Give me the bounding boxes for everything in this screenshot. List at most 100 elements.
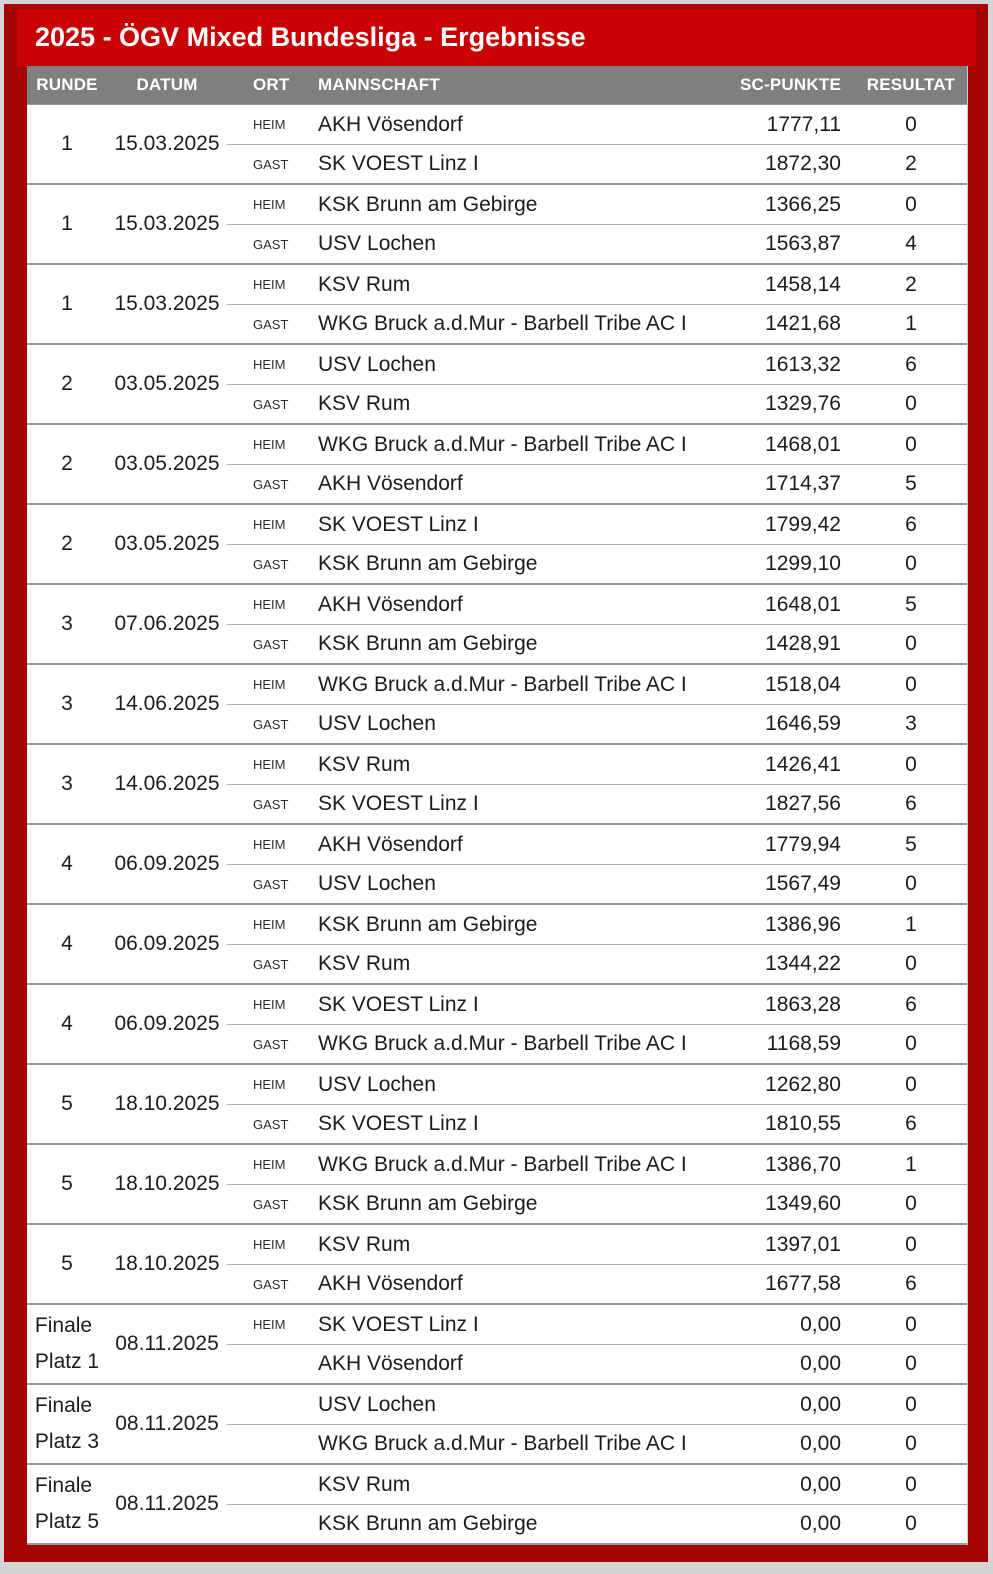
ort-label: GAST — [227, 864, 313, 903]
date-cell: 06.09.2025 — [114, 932, 220, 955]
result-value: 0 — [855, 384, 967, 423]
table-header-row: RUNDE DATUM ORT MANNSCHAFT SC-PUNKTE RES… — [27, 66, 967, 104]
team-name: AKH Vösendorf — [313, 464, 707, 503]
result-value: 6 — [905, 512, 917, 536]
match-row-group: 2 03.05.2025 HEIM WKG Bruck a.d.Mur - Barbe… — [27, 425, 967, 505]
round-cell: 5 — [27, 1225, 107, 1303]
team-name: USV Lochen — [313, 224, 707, 263]
ort-label — [227, 1504, 313, 1543]
sc-points: 0,00 — [707, 1424, 855, 1463]
round-cell: Finale Platz 5 — [27, 1465, 107, 1543]
sc-points: 1648,01 — [765, 592, 841, 616]
team-name: WKG Bruck a.d.Mur - Barbell Tribe AC I — [313, 1024, 707, 1063]
result-value: 0 — [855, 1344, 967, 1383]
team-name: KSV Rum — [318, 272, 411, 296]
sc-points: 1863,28 — [765, 992, 841, 1016]
match-row-group: 3 07.06.2025 HEIM AKH Vösendorf 1648,01 5 GAST… — [27, 585, 967, 665]
ort-label: HEIM — [253, 1157, 286, 1172]
result-value: 0 — [905, 192, 917, 216]
result-value: 0 — [905, 1072, 917, 1096]
ort-label — [227, 1424, 313, 1463]
ort-label: HEIM — [253, 357, 286, 372]
match-row-group: 5 18.10.2025 HEIM USV Lochen 1262,80 0 GAST SK … — [27, 1065, 967, 1145]
result-value: 0 — [905, 1472, 917, 1496]
match-row-group: 1 15.03.2025 HEIM KSV Rum 1458,14 2 GAST WKG Br… — [27, 265, 967, 345]
round-label: Finale Platz 1 — [34, 1314, 100, 1373]
team-name: USV Lochen — [313, 864, 707, 903]
result-value: 6 — [855, 1104, 967, 1143]
round-label: 5 — [61, 1172, 73, 1195]
result-value: 4 — [855, 224, 967, 263]
team-name: WKG Bruck a.d.Mur - Barbell Tribe AC I — [313, 1424, 707, 1463]
result-value: 0 — [905, 1392, 917, 1416]
sc-points: 1872,30 — [707, 144, 855, 183]
date-cell: 06.09.2025 — [114, 852, 220, 875]
result-value: 0 — [855, 944, 967, 983]
result-value: 0 — [905, 752, 917, 776]
team-name: AKH Vösendorf — [313, 1264, 707, 1303]
page-title: 2025 - ÖGV Mixed Bundesliga - Ergebnisse — [17, 9, 976, 66]
sc-points: 1646,59 — [707, 704, 855, 743]
ort-label: HEIM — [253, 1077, 286, 1092]
round-cell: 3 — [27, 585, 107, 663]
date-cell: 15.03.2025 — [114, 132, 220, 155]
ort-label: GAST — [227, 1024, 313, 1063]
sc-points: 1468,01 — [765, 432, 841, 456]
match-row-group: Finale Platz 5 08.11.2025 KSV Rum 0,00 0 KSK B… — [27, 1465, 967, 1545]
result-value: 6 — [905, 352, 917, 376]
team-name: KSV Rum — [318, 1232, 411, 1256]
ort-label: HEIM — [253, 517, 286, 532]
match-row-group: 3 14.06.2025 HEIM WKG Bruck a.d.Mur - Barbe… — [27, 665, 967, 745]
round-label: 3 — [61, 612, 73, 635]
result-value: 0 — [905, 1312, 917, 1336]
round-label: 4 — [61, 1012, 73, 1035]
team-name: SK VOEST Linz I — [313, 144, 707, 183]
date-cell: 14.06.2025 — [114, 772, 220, 795]
result-value: 5 — [855, 464, 967, 503]
date-cell: 03.05.2025 — [114, 372, 220, 395]
match-row-group: 3 14.06.2025 HEIM KSV Rum 1426,41 0 GAST SK VOE… — [27, 745, 967, 825]
column-header-runde: RUNDE — [36, 75, 98, 94]
result-value: 0 — [905, 672, 917, 696]
date-cell: 18.10.2025 — [114, 1252, 220, 1275]
team-name: KSK Brunn am Gebirge — [318, 912, 538, 936]
result-value: 5 — [905, 592, 917, 616]
ort-label: HEIM — [253, 437, 286, 452]
sc-points: 1349,60 — [707, 1184, 855, 1223]
match-row-group: 1 15.03.2025 HEIM KSK Brunn am Gebirge 1366,… — [27, 185, 967, 265]
round-label: 2 — [61, 452, 73, 475]
sc-points: 1428,91 — [707, 624, 855, 663]
team-name: KSK Brunn am Gebirge — [313, 544, 707, 583]
sc-points: 1386,96 — [765, 912, 841, 936]
result-value: 1 — [855, 304, 967, 343]
ort-label: HEIM — [253, 917, 286, 932]
column-header-resultat: RESULTAT — [866, 75, 956, 94]
match-row-group: 2 03.05.2025 HEIM SK VOEST Linz I 1799,42 6 GA… — [27, 505, 967, 585]
date-cell: 08.11.2025 — [115, 1492, 219, 1515]
team-name: WKG Bruck a.d.Mur - Barbell Tribe AC I — [313, 304, 707, 343]
result-value: 0 — [905, 1232, 917, 1256]
result-value: 0 — [855, 1184, 967, 1223]
sc-points: 1799,42 — [765, 512, 841, 536]
team-name: AKH Vösendorf — [318, 592, 463, 616]
sc-points: 0,00 — [707, 1344, 855, 1383]
table-body: 1 15.03.2025 HEIM AKH Vösendorf 1777,11 0 GAST… — [27, 104, 967, 1545]
match-row-group: 5 18.10.2025 HEIM WKG Bruck a.d.Mur - Barbe… — [27, 1145, 967, 1225]
sc-points: 1779,94 — [765, 832, 841, 856]
ort-label: GAST — [227, 224, 313, 263]
ort-label: GAST — [227, 944, 313, 983]
ort-label: HEIM — [253, 837, 286, 852]
result-value: 1 — [905, 1152, 917, 1176]
result-value: 5 — [905, 832, 917, 856]
round-cell: 3 — [27, 745, 107, 823]
team-name: USV Lochen — [318, 352, 436, 376]
round-cell: Finale Platz 1 — [27, 1305, 107, 1383]
ort-label: HEIM — [253, 117, 286, 132]
result-value: 2 — [855, 144, 967, 183]
ort-label: GAST — [227, 1184, 313, 1223]
team-name: SK VOEST Linz I — [318, 512, 479, 536]
sc-points: 1567,49 — [707, 864, 855, 903]
result-value: 6 — [855, 784, 967, 823]
ort-label: HEIM — [253, 277, 286, 292]
round-label: 2 — [61, 372, 73, 395]
